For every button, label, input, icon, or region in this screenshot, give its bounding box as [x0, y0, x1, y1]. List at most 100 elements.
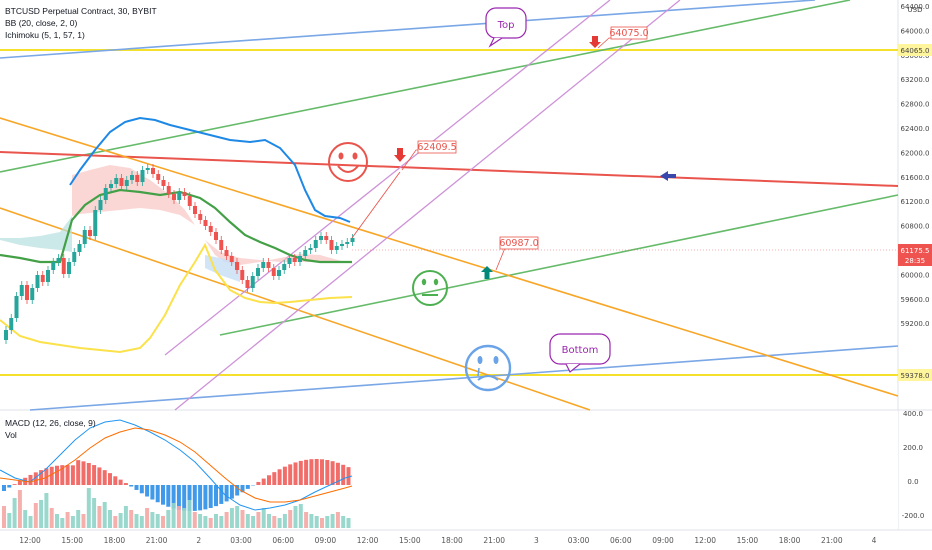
candle-body	[51, 262, 56, 270]
volume-bars	[2, 488, 351, 528]
last-price-text: 61175.5	[901, 247, 930, 255]
price-tag-bottom-text: 59378.0	[901, 372, 930, 380]
price-label-62409-text: 62409.5	[417, 142, 456, 153]
price-label-60987[interactable]: 60987.0	[481, 236, 539, 279]
volume-bar	[298, 504, 303, 528]
candle-body	[156, 174, 161, 180]
candle-body	[319, 236, 323, 240]
time-tick-label: 09:00	[652, 536, 674, 545]
macd-bar	[224, 485, 229, 502]
volume-bar	[320, 518, 324, 528]
volume-bar	[277, 518, 282, 528]
price-tick-label: 59200.0	[901, 320, 930, 328]
macd-bar	[81, 461, 86, 485]
price-tick-label: 60800.0	[901, 223, 930, 231]
candle-body	[145, 168, 150, 170]
candles-group[interactable]	[4, 164, 355, 344]
volume-bar	[161, 516, 165, 528]
time-tick-label: 15:00	[737, 536, 759, 545]
volume-bar	[65, 512, 70, 528]
last-price-tag	[898, 244, 932, 266]
top-callout[interactable]: Top	[485, 7, 527, 48]
time-tick-label: 21:00	[146, 536, 168, 545]
candle-body	[308, 248, 313, 250]
macd-bar	[150, 485, 155, 500]
candle-body	[214, 232, 218, 240]
candle-body	[345, 242, 350, 244]
price-tag-top	[898, 44, 932, 56]
time-tick-label: 12:00	[357, 536, 379, 545]
candle-body	[182, 192, 187, 196]
macd-pane[interactable]	[0, 411, 898, 529]
orange-channel-upper[interactable]	[0, 117, 899, 397]
green-trendline-upper[interactable]	[0, 0, 851, 173]
volume-bar	[81, 514, 86, 528]
neutral-face-icon[interactable]	[412, 270, 448, 306]
volume-bar	[267, 514, 271, 528]
macd-bar	[330, 461, 335, 485]
macd-bar	[108, 473, 112, 485]
left-arrow-icon	[660, 171, 676, 181]
purple-line-2[interactable]	[174, 0, 681, 411]
macd-bar	[44, 468, 49, 485]
time-tick-label: 2	[196, 536, 201, 545]
candle-body	[292, 258, 297, 262]
candle-body	[203, 220, 208, 226]
macd-bar	[49, 466, 54, 485]
volume-bar	[28, 516, 33, 528]
red-trendline[interactable]	[0, 151, 899, 187]
volume-bar	[235, 506, 240, 528]
volume-bar	[219, 516, 224, 528]
macd-bar	[123, 483, 128, 485]
volume-bar	[182, 508, 187, 528]
candle-body	[208, 226, 213, 232]
symbol-legend[interactable]: BTCUSD Perpetual Contract, 30, BYBIT	[5, 6, 157, 16]
time-tick-label: 15:00	[399, 536, 421, 545]
ichimoku-legend[interactable]: Ichimoku (5, 1, 57, 1)	[5, 30, 85, 40]
candle-body	[256, 268, 260, 276]
volume-bar	[325, 516, 330, 528]
volume-bar	[76, 510, 81, 528]
time-tick-label: 18:00	[779, 536, 801, 545]
candle-body	[271, 268, 276, 276]
candle-body	[4, 330, 8, 340]
price-label-64075[interactable]: 64075.0	[589, 26, 649, 49]
price-axis[interactable]	[898, 0, 932, 550]
macd-bar	[76, 460, 81, 485]
volume-bar	[176, 506, 181, 528]
blue-trendline-upper[interactable]	[0, 0, 816, 59]
macd-tick-label: 400.0	[903, 410, 923, 418]
time-tick-label: 12:00	[694, 536, 716, 545]
bottom-callout[interactable]: Bottom	[549, 333, 611, 373]
bb-legend[interactable]: BB (20, close, 2, 0)	[5, 18, 78, 28]
price-label-62409[interactable]: 62409.5	[394, 140, 457, 171]
volume-bar	[92, 498, 97, 528]
volume-bar	[97, 506, 102, 528]
volume-bar	[240, 510, 245, 528]
volume-bar	[108, 510, 112, 528]
macd-bar	[102, 470, 107, 485]
volume-bar	[251, 516, 256, 528]
macd-tick-label: 0.0	[907, 478, 918, 486]
countdown-text: 28:35	[905, 257, 925, 265]
blue-trendline-lower[interactable]	[29, 345, 899, 411]
volume-bar	[282, 514, 287, 528]
vol-legend[interactable]: Vol	[5, 430, 17, 440]
macd-bar	[129, 485, 134, 487]
sad-face-icon[interactable]	[464, 344, 512, 392]
happy-face-icon[interactable]	[328, 142, 368, 182]
macd-bar	[192, 485, 197, 511]
green-trendline-lower[interactable]	[219, 194, 899, 336]
macd-bar	[229, 485, 234, 499]
time-tick-label: 03:00	[230, 536, 252, 545]
candle-body	[303, 250, 308, 256]
macd-bar	[171, 485, 176, 509]
macd-bar	[335, 462, 340, 485]
volume-bar	[145, 508, 150, 528]
volume-bar	[229, 508, 234, 528]
macd-legend[interactable]: MACD (12, 26, close, 9)	[5, 418, 96, 428]
volume-bar	[203, 516, 208, 528]
time-tick-label: 03:00	[568, 536, 590, 545]
volume-bar	[17, 490, 22, 528]
